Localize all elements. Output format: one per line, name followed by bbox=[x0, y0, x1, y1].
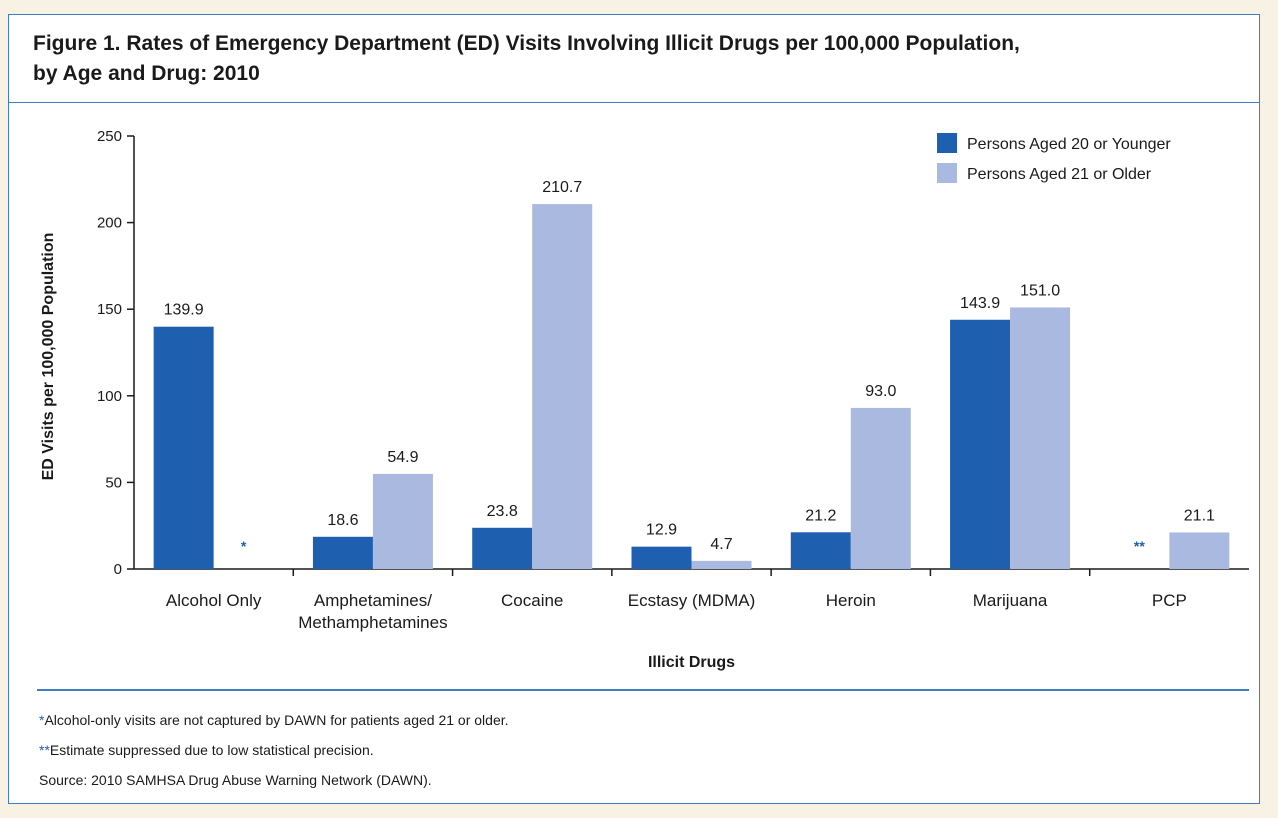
bar-older-1 bbox=[372, 473, 433, 569]
figure-title-line1: Figure 1. Rates of Emergency Department … bbox=[33, 32, 1020, 55]
figure-title: Figure 1. Rates of Emergency Department … bbox=[33, 29, 1235, 89]
x-category-label-1-0: Amphetamines/ bbox=[314, 591, 432, 610]
bar-chart: 0 50 100 150 200 250 ED Visits per 100,000 Pop… bbox=[40, 128, 1249, 671]
data-label-younger-2: 23.8 bbox=[487, 503, 518, 520]
data-label-older-3: 4.7 bbox=[710, 536, 732, 553]
data-label-older-5: 151.0 bbox=[1020, 282, 1060, 299]
x-category-label-3-0: Ecstasy (MDMA) bbox=[628, 591, 756, 610]
footnote-1-text: Alcohol-only visits are not captured by … bbox=[44, 712, 509, 728]
x-category-label-4-0: Heroin bbox=[826, 591, 876, 610]
suppressed-marker-younger-6: ** bbox=[1134, 538, 1145, 554]
y-tick-label-150: 150 bbox=[97, 301, 122, 318]
data-label-younger-5: 143.9 bbox=[960, 295, 1000, 312]
data-label-younger-1: 18.6 bbox=[327, 512, 358, 529]
data-label-older-6: 21.1 bbox=[1184, 507, 1215, 524]
bar-younger-5 bbox=[950, 319, 1011, 569]
bar-younger-1 bbox=[312, 536, 373, 569]
x-category-label-1-1: Methamphetamines bbox=[298, 613, 447, 632]
x-axis-title: Illicit Drugs bbox=[648, 654, 735, 671]
data-label-older-2: 210.7 bbox=[542, 179, 582, 196]
x-category-label-0-0: Alcohol Only bbox=[166, 591, 262, 610]
legend-label-1: Persons Aged 21 or Older bbox=[967, 166, 1152, 183]
x-category-label-5-0: Marijuana bbox=[973, 591, 1048, 610]
footnote-2: **Estimate suppressed due to low statist… bbox=[39, 735, 1239, 765]
suppressed-marker-older-0: * bbox=[241, 538, 247, 554]
y-tick-label-0: 0 bbox=[114, 561, 122, 578]
footnote-2-mark: ** bbox=[39, 742, 50, 758]
legend-swatch-0 bbox=[937, 133, 957, 153]
figure-frame: Figure 1. Rates of Emergency Department … bbox=[8, 14, 1260, 804]
data-label-younger-4: 21.2 bbox=[805, 507, 836, 524]
footnote-2-text: Estimate suppressed due to low statistic… bbox=[49, 742, 374, 758]
bar-older-2 bbox=[532, 204, 593, 569]
y-tick-label-250: 250 bbox=[97, 128, 122, 145]
title-box: Figure 1. Rates of Emergency Department … bbox=[9, 15, 1259, 103]
bar-younger-2 bbox=[472, 527, 533, 569]
y-tick-label-200: 200 bbox=[97, 215, 122, 232]
x-category-label-6-0: PCP bbox=[1152, 591, 1187, 610]
footnote-1: *Alcohol-only visits are not captured by… bbox=[39, 705, 1239, 735]
y-axis-title: ED Visits per 100,000 Population bbox=[40, 233, 57, 481]
bar-older-3 bbox=[691, 560, 752, 569]
data-label-older-4: 93.0 bbox=[865, 383, 896, 400]
data-label-older-1: 54.9 bbox=[387, 449, 418, 466]
bar-older-6 bbox=[1169, 532, 1230, 569]
source-note: Source: 2010 SAMHSA Drug Abuse Warning N… bbox=[39, 772, 432, 788]
legend-swatch-1 bbox=[937, 163, 957, 183]
footnote-1-mark: * bbox=[39, 712, 45, 728]
bar-younger-3 bbox=[631, 546, 692, 569]
figure-title-line2: by Age and Drug: 2010 bbox=[33, 62, 260, 85]
bar-older-5 bbox=[1010, 307, 1071, 569]
footnotes: *Alcohol-only visits are not captured by… bbox=[39, 705, 1239, 795]
bar-younger-4 bbox=[790, 532, 851, 569]
notes-divider bbox=[37, 689, 1249, 691]
legend-label-0: Persons Aged 20 or Younger bbox=[967, 136, 1171, 153]
bar-younger-0 bbox=[153, 326, 214, 569]
data-label-younger-3: 12.9 bbox=[646, 522, 677, 539]
data-label-younger-0: 139.9 bbox=[164, 302, 204, 319]
y-tick-label-100: 100 bbox=[97, 388, 122, 405]
x-category-label-2-0: Cocaine bbox=[501, 591, 563, 610]
y-tick-label-50: 50 bbox=[105, 474, 122, 491]
bar-older-4 bbox=[850, 407, 911, 569]
